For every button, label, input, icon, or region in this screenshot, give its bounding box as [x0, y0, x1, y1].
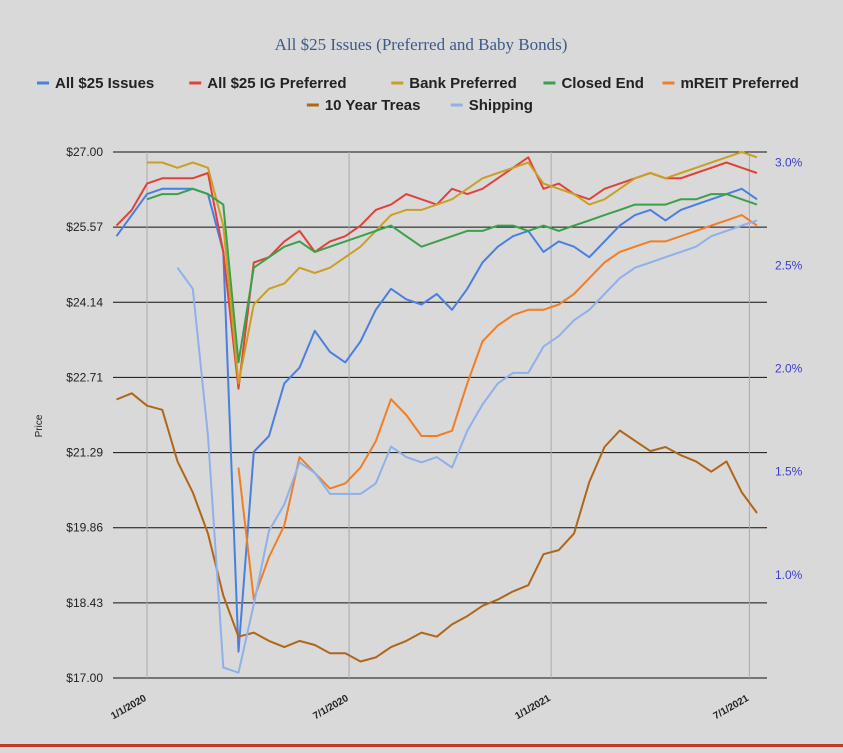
- bottom-rule: [0, 744, 843, 747]
- legend-item: Bank Preferred: [391, 75, 517, 92]
- legend-label: Shipping: [469, 97, 533, 114]
- legend-item: All $25 Issues: [37, 75, 154, 92]
- series-line-10-year-treas: [116, 392, 758, 663]
- series-line-bank-preferred: [147, 151, 758, 385]
- legend-label: 10 Year Treas: [325, 97, 421, 114]
- y-axis-label: Price: [34, 414, 45, 437]
- legend-item: mREIT Preferred: [662, 75, 799, 92]
- y-tick-label-left: $21.29: [66, 446, 103, 460]
- y-tick-label-right: 2.5%: [775, 258, 803, 272]
- legend-item: Shipping: [450, 97, 533, 114]
- x-tick-label: 1/1/2020: [109, 693, 149, 722]
- x-tick-label: 7/1/2020: [311, 693, 351, 722]
- legend-label: All $25 IG Preferred: [207, 75, 346, 92]
- legend-item: 10 Year Treas: [306, 97, 421, 114]
- y-axis-right: 3.0% 2.5% 2.0% 1.5% 1.0%: [775, 155, 803, 582]
- x-tick-label: 7/1/2021: [712, 693, 752, 722]
- y-axis-left: $27.00 $25.57 $24.14 $22.71 $21.29 $19.86 $18.…: [66, 145, 103, 685]
- y-tick-label-left: $22.71: [66, 370, 103, 384]
- y-tick-label-right: 3.0%: [775, 155, 803, 169]
- y-tick-label-left: $18.43: [66, 596, 103, 610]
- x-axis: 1/1/2020 7/1/2020 1/1/2021 7/1/2021: [109, 693, 751, 722]
- y-tick-label-right: 2.0%: [775, 362, 803, 376]
- legend-label: All $25 Issues: [55, 75, 154, 92]
- chart-title: All $25 Issues (Preferred and Baby Bonds…: [275, 35, 568, 54]
- y-tick-label-right: 1.5%: [775, 465, 803, 479]
- y-tick-label-right: 1.0%: [775, 568, 803, 582]
- gridlines: [113, 151, 767, 679]
- legend-label: Closed End: [561, 75, 644, 92]
- series-layer: [115, 151, 758, 674]
- series-line-mreit-preferred: [237, 214, 758, 601]
- series-line-all-25-ig-preferred: [115, 156, 758, 390]
- x-tick-label: 1/1/2021: [513, 693, 553, 722]
- y-tick-label-left: $17.00: [66, 671, 103, 685]
- y-tick-label-left: $27.00: [66, 145, 103, 159]
- legend-label: Bank Preferred: [409, 75, 517, 92]
- legend-label: mREIT Preferred: [680, 75, 798, 92]
- y-tick-label-left: $24.14: [66, 295, 103, 309]
- series-line-closed-end: [146, 187, 758, 364]
- series-line-shipping: [176, 219, 758, 674]
- y-tick-label-left: $19.86: [66, 521, 103, 535]
- legend-item: Closed End: [543, 75, 644, 92]
- legend-item: All $25 IG Preferred: [189, 75, 346, 92]
- legend: All $25 Issues All $25 IG Preferred Bank P…: [37, 75, 799, 114]
- y-tick-label-left: $25.57: [66, 220, 103, 234]
